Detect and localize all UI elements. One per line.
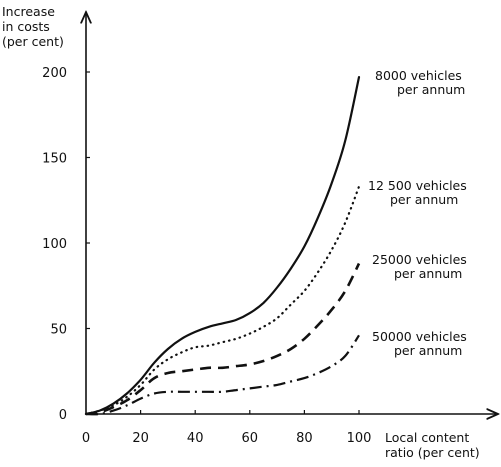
y-tick-label: 0 — [59, 408, 67, 423]
x-axis-title: Local content ratio (per cent) — [385, 430, 480, 460]
series-label-1-line-2: per annum — [397, 82, 465, 97]
series-label-2: 12 500 vehicles — [368, 178, 467, 193]
x-axis-title-line-2: ratio (per cent) — [385, 445, 480, 460]
series-line-4 — [85, 334, 360, 416]
x-tick-label: 60 — [242, 431, 259, 446]
series-label-1: 8000 vehicles — [375, 68, 462, 83]
series-lines — [84, 76, 361, 416]
x-tick-label: 20 — [132, 431, 149, 446]
series-line-2 — [84, 185, 361, 416]
y-tick-label: 150 — [42, 152, 67, 167]
x-tick-label: 40 — [187, 431, 204, 446]
series-label-4: 50000 vehicles — [372, 329, 467, 344]
series-label-4-line-2: per annum — [394, 343, 462, 358]
x-tick-label: 0 — [82, 431, 90, 446]
y-axis-title-line-2: in costs — [2, 19, 50, 34]
y-tick-label: 50 — [50, 323, 67, 338]
series-label-3-line-2: per annum — [394, 266, 462, 281]
y-axis-title: Increase in costs (per cent) — [2, 4, 64, 49]
series-line-1 — [84, 76, 361, 416]
y-axis-title-line-1: Increase — [2, 4, 55, 19]
x-tick-label: 100 — [347, 431, 372, 446]
y-axis-title-line-3: (per cent) — [2, 34, 64, 49]
y-tick-label: 100 — [42, 237, 67, 252]
x-axis-title-line-1: Local content — [385, 430, 469, 445]
x-tick-label: 80 — [296, 431, 313, 446]
series-label-2-line-2: per annum — [390, 192, 458, 207]
tick-labels: 0 20 40 60 80 100 0 50 100 150 200 — [42, 66, 371, 446]
series-line-3 — [85, 262, 361, 416]
y-tick-label: 200 — [42, 66, 67, 81]
series-label-3: 25000 vehicles — [372, 252, 467, 267]
